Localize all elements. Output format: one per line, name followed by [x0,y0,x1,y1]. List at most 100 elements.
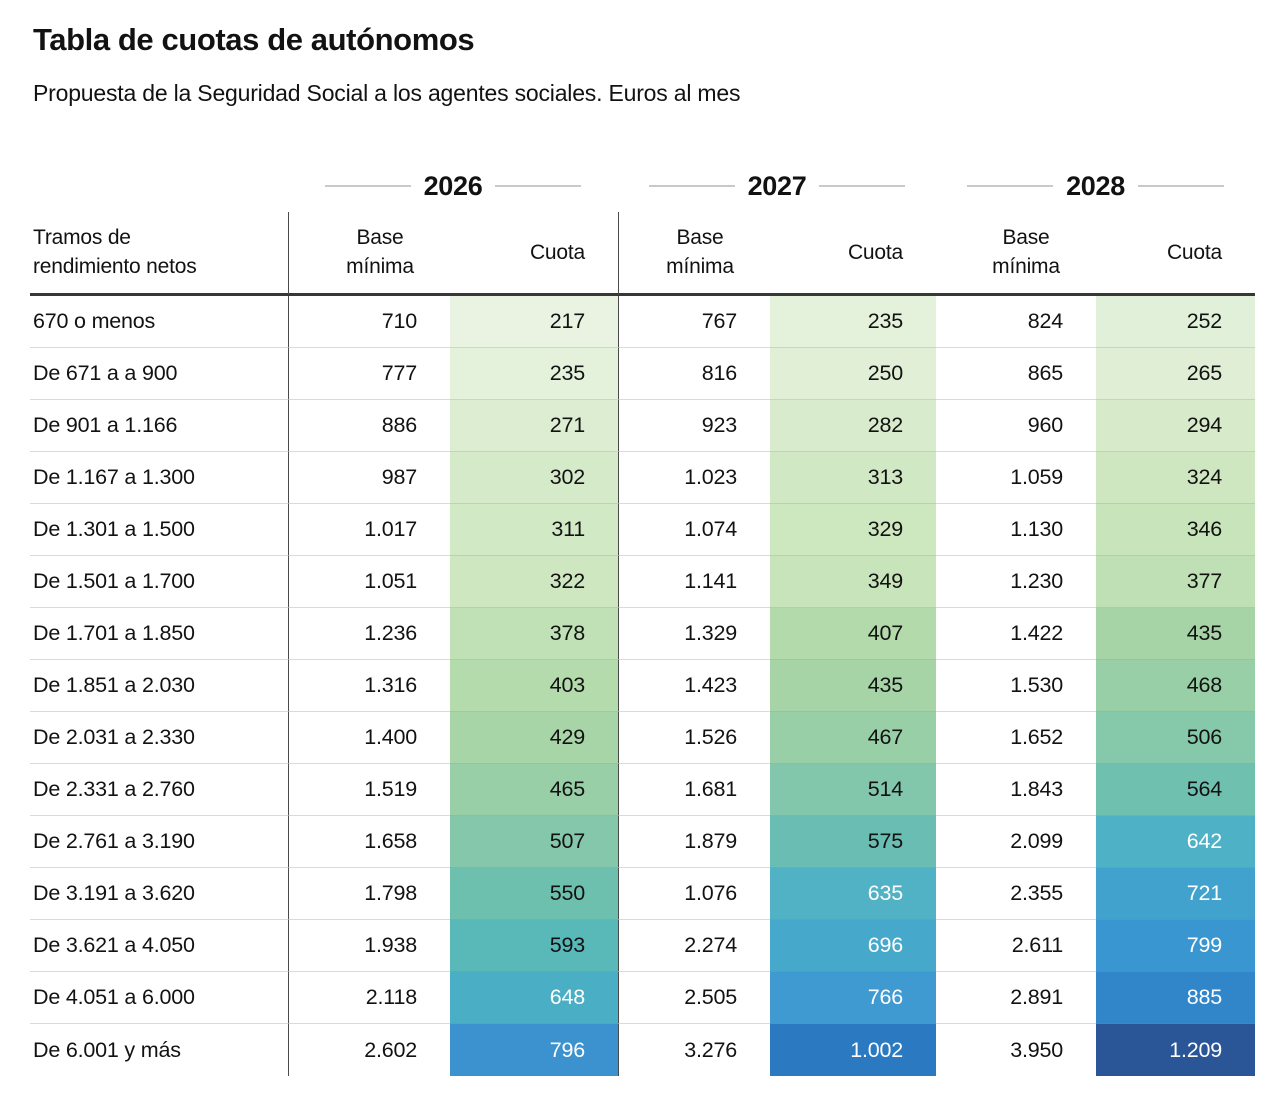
table-row: De 2.331 a 2.760 1.519 465 1.681 514 1.843 564 [30,764,1255,816]
base-minima-value: 1.658 [288,816,450,868]
cuota-value: 514 [770,764,936,816]
cuota-value: 322 [450,556,618,608]
header-cuota-2028: Cuota [1096,212,1255,296]
table-row: De 1.501 a 1.700 1.051 322 1.141 349 1.230 377 [30,556,1255,608]
base-minima-value: 767 [618,296,770,348]
cuota-value: 313 [770,452,936,504]
base-minima-value: 960 [936,400,1096,452]
tramo-label: De 6.001 y más [33,1037,181,1062]
year-dash-left [967,185,1054,187]
cuota-value: 429 [450,712,618,764]
base-minima-value: 1.329 [618,608,770,660]
header-base-label: Base mínima [346,226,414,278]
cuota-value: 324 [1096,452,1255,504]
base-minima-value: 987 [288,452,450,504]
table-row: De 3.191 a 3.620 1.798 550 1.076 635 2.355 721 [30,868,1255,920]
base-minima-value: 886 [288,400,450,452]
base-minima-value: 1.017 [288,504,450,556]
base-minima-value: 824 [936,296,1096,348]
cuota-value: 435 [770,660,936,712]
cuota-value: 294 [1096,400,1255,452]
cuota-value: 885 [1096,972,1255,1024]
cuota-value: 642 [1096,816,1255,868]
header-tramos: Tramos de rendimiento netos [30,212,288,296]
cuota-value: 635 [770,868,936,920]
tramo-label: De 2.761 a 3.190 [30,816,288,868]
cuota-value: 1.209 [1096,1024,1255,1076]
base-minima-value: 1.681 [618,764,770,816]
table-row: De 2.031 a 2.330 1.400 429 1.526 467 1.652 506 [30,712,1255,764]
header-cuota-label: Cuota [847,240,903,264]
table-row: De 1.851 a 2.030 1.316 403 1.423 435 1.530 468 [30,660,1255,712]
cuota-value: 250 [770,348,936,400]
year-label: 2028 [1066,170,1125,201]
cuota-value: 465 [450,764,618,816]
cuota-value: 217 [450,296,618,348]
year-dash-right [819,185,906,187]
year-group-2028: 2028 [936,166,1255,206]
cuota-value: 265 [1096,348,1255,400]
base-minima-value: 2.611 [936,920,1096,972]
table-row: De 2.761 a 3.190 1.658 507 1.879 575 2.099 642 [30,816,1255,868]
tramo-label: De 671 a a 900 [30,348,288,400]
year-group-2027: 2027 [618,166,936,206]
table-row: De 6.001 y más 2.602 796 3.276 1.002 3.950 1.2… [30,1024,1255,1076]
cuota-value: 435 [1096,608,1255,660]
cuota-value: 252 [1096,296,1255,348]
year-dash-right [495,185,582,187]
cuota-value: 377 [1096,556,1255,608]
table-row: De 1.167 a 1.300 987 302 1.023 313 1.059 324 [30,452,1255,504]
cuota-value: 467 [770,712,936,764]
tramo-label: De 3.621 a 4.050 [30,920,288,972]
cuota-value: 346 [1096,504,1255,556]
base-minima-value: 1.076 [618,868,770,920]
header-cuota-2027: Cuota [770,212,936,296]
tramo-label: De 2.031 a 2.330 [30,712,288,764]
cuota-value: 271 [450,400,618,452]
base-minima-value: 2.891 [936,972,1096,1024]
column-header-row: Tramos de rendimiento netos Base mínima … [30,212,1255,296]
year-dash-left [324,185,411,187]
base-minima-value: 1.843 [936,764,1096,816]
header-cuota-label: Cuota [529,240,585,264]
header-base-label: Base mínima [992,226,1060,278]
base-minima-value: 1.526 [618,712,770,764]
cuota-value: 506 [1096,712,1255,764]
tramo-label: De 1.701 a 1.850 [30,608,288,660]
cuota-value: 302 [450,452,618,504]
table-row: 670 o menos 710 217 767 235 824 252 [30,296,1255,348]
header-base-minima-2028: Base mínima [936,212,1096,296]
base-minima-value: 2.355 [936,868,1096,920]
table-row: De 1.701 a 1.850 1.236 378 1.329 407 1.422 435 [30,608,1255,660]
base-minima-value: 1.652 [936,712,1096,764]
base-minima-value: 1.141 [618,556,770,608]
page-subtitle: Propuesta de la Seguridad Social a los a… [33,80,741,106]
base-minima-value: 1.230 [936,556,1096,608]
year-dash-right [1137,185,1224,187]
quota-table: 2026 2027 2028 Tramos de rendimiento net… [30,166,1255,1076]
cuota-value: 235 [770,296,936,348]
base-minima-value: 1.316 [288,660,450,712]
year-group-2026: 2026 [288,166,618,206]
year-label: 2027 [747,170,807,201]
year-dash-left [648,185,735,187]
base-minima-value: 865 [936,348,1096,400]
tramo-label: De 1.851 a 2.030 [30,660,288,712]
base-minima-value: 1.879 [618,816,770,868]
cuota-value: 311 [450,504,618,556]
base-minima-value: 1.422 [936,608,1096,660]
header-cuota-label: Cuota [1166,240,1222,264]
year-label: 2026 [423,170,483,201]
tramo-label: De 4.051 a 6.000 [30,972,288,1024]
base-minima-value: 1.798 [288,868,450,920]
base-minima-value: 1.074 [618,504,770,556]
tramo-label: De 2.331 a 2.760 [30,764,288,816]
cuota-value: 378 [450,608,618,660]
cuota-value: 796 [450,1024,618,1076]
base-minima-value: 923 [618,400,770,452]
base-minima-value: 1.423 [618,660,770,712]
base-minima-value: 1.130 [936,504,1096,556]
cuota-value: 507 [450,816,618,868]
page-title: Tabla de cuotas de autónomos [33,22,475,57]
header-cuota-2026: Cuota [450,212,618,296]
